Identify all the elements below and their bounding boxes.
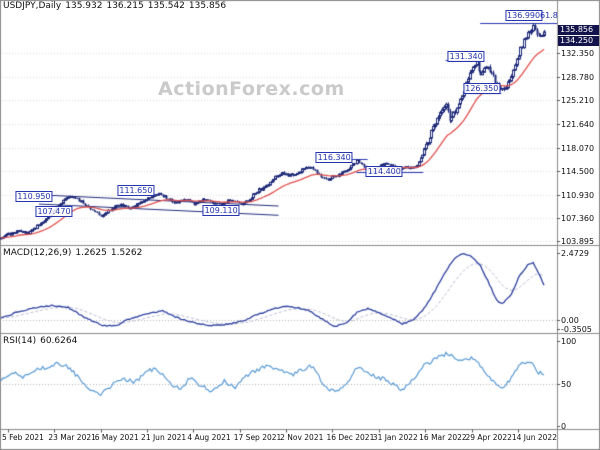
rsi-axis-label: 0 (561, 422, 567, 431)
price-axis-label: 121.640 (561, 119, 595, 129)
ohlc-low: 135.542 (147, 1, 185, 11)
chart-title: USDJPY,Daily 135.932 136.215 135.542 135.856 (3, 1, 230, 11)
macd-axis-label: 0.00 (561, 315, 579, 325)
date-axis-label: 17 Sep 2021 (233, 433, 282, 442)
date-axis-label: 6 May 2021 (94, 433, 139, 442)
price-axis-label: 107.360 (561, 214, 595, 224)
date-axis-label: 2 Nov 2021 (280, 433, 324, 442)
rsi-indicator-label: RSI(14) 60.6264 (3, 336, 81, 346)
date-axis-label: 4 Aug 2021 (187, 433, 231, 442)
price-level-label[interactable]: 116.340 (315, 151, 353, 163)
date-axis-label: 29 Apr 2022 (465, 433, 512, 442)
price-level-label[interactable]: 126.350 (463, 83, 501, 95)
price-level-label[interactable]: 109.110 (202, 204, 240, 216)
price-level-label[interactable]: 107.470 (35, 206, 73, 218)
current-price-tag: 134.250 (558, 35, 599, 46)
symbol-timeframe: USDJPY,Daily (3, 1, 62, 11)
price-level-label[interactable]: 111.650 (117, 184, 155, 196)
macd-indicator-label: MACD(12,26,9) 1.2625 1.5262 (3, 248, 146, 258)
date-axis-label: 23 Mar 2021 (48, 433, 96, 442)
rsi-value: 60.6264 (40, 336, 78, 346)
rsi-axis-label: 100 (561, 337, 577, 346)
price-axis-label: 110.930 (561, 190, 595, 200)
price-axis-label: 128.780 (561, 72, 595, 82)
price-axis-label: 118.070 (561, 143, 595, 153)
price-axis-label: 125.210 (561, 96, 595, 106)
price-level-label[interactable]: 136.990 (505, 10, 543, 22)
macd-name: MACD(12,26,9) (3, 248, 72, 258)
date-axis-label: 31 Jan 2022 (372, 433, 418, 442)
date-axis-label: 21 Jun 2021 (141, 433, 187, 442)
ohlc-open: 135.932 (65, 1, 103, 11)
price-axis-label: 103.895 (561, 237, 595, 247)
price-level-label[interactable]: 110.950 (15, 190, 53, 202)
macd-signal-value: 1.5262 (110, 248, 143, 258)
date-axis-label: 16 Dec 2021 (326, 433, 375, 442)
macd-axis-label: -0.3505 (561, 325, 592, 335)
rsi-name: RSI(14) (3, 336, 37, 346)
price-axis-label: 132.350 (561, 49, 595, 59)
macd-axis-label: 2.4729 (561, 249, 589, 259)
price-level-label[interactable]: 131.340 (447, 51, 485, 63)
date-axis-label: 14 Jun 2022 (511, 433, 557, 442)
ohlc-high: 136.215 (106, 1, 144, 11)
date-axis-label: 5 Feb 2021 (2, 433, 44, 442)
ohlc-close: 135.856 (188, 1, 227, 11)
price-level-label[interactable]: 114.400 (365, 166, 403, 178)
fib-ratio-label: 61.8 (540, 10, 558, 20)
macd-main-value: 1.2625 (75, 248, 107, 258)
date-axis-label: 16 Mar 2022 (419, 433, 467, 442)
rsi-axis-label: 50 (561, 379, 572, 389)
price-axis-label: 114.500 (561, 167, 595, 177)
current-price-tag: 135.856 (558, 25, 599, 36)
